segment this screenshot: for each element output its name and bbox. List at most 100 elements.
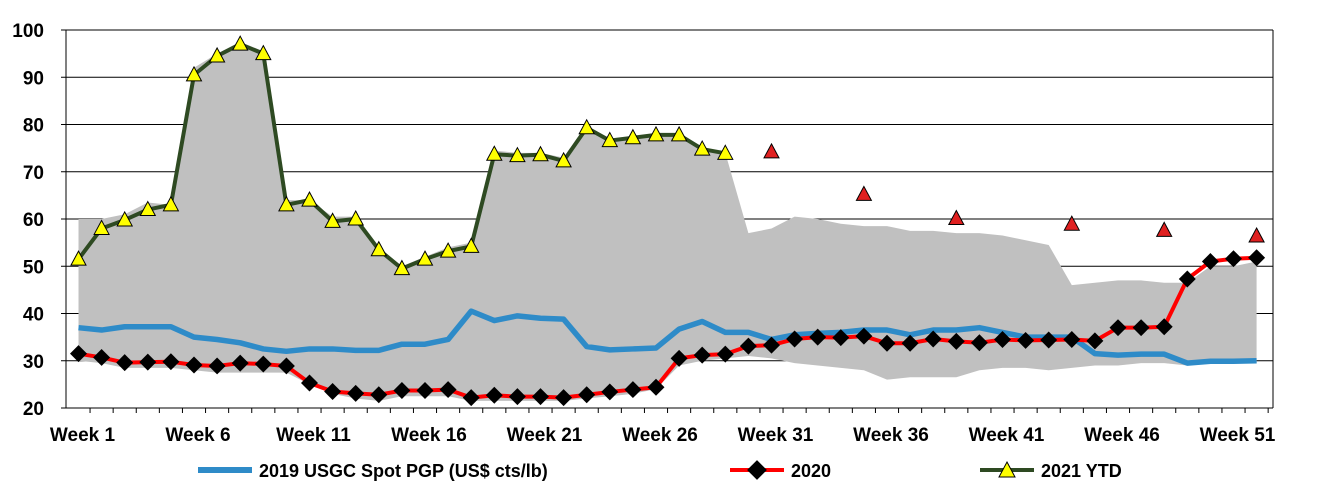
series-2021-point: [462, 237, 480, 253]
x-tick-label: Week 21: [507, 425, 583, 446]
series-sparse-point: [763, 142, 780, 159]
x-tick-label: Week 1: [50, 425, 116, 446]
series-2020-point: [93, 348, 111, 366]
x-tick-label: Week 46: [1084, 425, 1160, 446]
y-tick-label: 30: [23, 352, 44, 373]
series-2020-point: [878, 334, 896, 352]
series-2020-point: [301, 374, 318, 392]
series-2020-point: [970, 334, 988, 352]
series-layer: [70, 35, 1266, 407]
series-2020-point: [1225, 250, 1242, 268]
series-2020-point: [462, 389, 480, 407]
series-sparse-point: [1248, 226, 1265, 243]
series-2020: [70, 249, 1266, 407]
legend-item-2021: 2021 YTD: [980, 460, 1122, 481]
series-2021-point: [162, 195, 180, 212]
series-2021-point: [532, 145, 549, 162]
y-tick-label: 40: [23, 305, 44, 326]
series-2021-point: [254, 44, 272, 61]
x-tick-label: Week 6: [165, 425, 230, 446]
legend-item-2019: 2019 USGC Spot PGP (US$ cts/lb): [198, 461, 548, 481]
series-2020-point: [347, 384, 365, 402]
series-2020-point: [994, 331, 1011, 348]
series-2020-point: [739, 337, 757, 355]
series-2020-point: [532, 388, 549, 406]
series-2021-point: [70, 250, 87, 266]
series-2020-point: [809, 328, 827, 346]
y-tick-label: 90: [23, 68, 44, 89]
x-tick-label: Week 36: [853, 425, 929, 446]
legend: 2019 USGC Spot PGP (US$ cts/lb) 2020 202…: [198, 460, 1122, 481]
x-tick-label: Week 51: [1200, 425, 1276, 446]
series-2021-point: [139, 200, 157, 217]
series-2020-point: [693, 346, 711, 364]
series-2021-point: [670, 125, 688, 142]
series-2020-point: [185, 356, 203, 374]
series-sparse-point: [947, 209, 965, 226]
series-2020-point: [670, 349, 688, 367]
series-2021-point: [347, 209, 365, 226]
series-2020-point: [139, 353, 157, 371]
series-2021-point: [485, 145, 503, 161]
series-2020-point: [647, 378, 665, 396]
series-2021-point: [301, 191, 318, 207]
series-2020-point: [578, 386, 596, 404]
series-2020-point: [855, 327, 873, 345]
legend-item-2020: 2020: [730, 460, 831, 481]
series-2021: [70, 35, 734, 276]
y-tick-label: 70: [23, 163, 44, 184]
series-2021-point: [208, 46, 226, 63]
series-2021-point: [185, 65, 203, 82]
series-2021-point: [716, 144, 734, 160]
legend-label-2021: 2021 YTD: [1041, 461, 1122, 481]
legend-label-2020: 2020: [791, 461, 831, 481]
x-axis-ticks: Week 1 Week 6 Week 11 Week 16 Week 21 Week 26…: [50, 425, 1276, 446]
series-2019: [78, 308, 1257, 366]
series-2021-point: [278, 195, 295, 212]
range-band: [78, 41, 1257, 401]
series-2020-point: [116, 354, 134, 372]
series-sparse-point: [855, 185, 873, 201]
series-2021-point: [647, 125, 665, 142]
y-tick-label: 80: [23, 116, 44, 137]
y-tick-label: 50: [23, 257, 44, 278]
series-2020-point: [439, 381, 457, 399]
series-2020-point: [370, 386, 388, 404]
series-sparse-point: [1063, 215, 1081, 231]
series-2020-point: [70, 345, 87, 363]
series-2020-point: [231, 354, 249, 372]
series-2020-point: [924, 330, 942, 348]
series-2020-point: [277, 357, 295, 375]
series-2020-point: [947, 332, 965, 350]
series-2020-point: [416, 382, 434, 400]
y-tick-label: 100: [12, 21, 44, 42]
series-2020-point: [324, 382, 342, 400]
x-tick-label: Week 41: [969, 425, 1045, 446]
series-2020-point: [555, 389, 573, 407]
axes: [61, 29, 1274, 413]
series-2019-line: [78, 308, 1257, 366]
series-2021-point: [578, 118, 596, 135]
legend-marker-2020: [747, 460, 767, 480]
series-2021-point: [555, 151, 572, 168]
series-2020-line: [78, 255, 1257, 400]
series-2020-point: [485, 386, 503, 404]
series-2021-point: [601, 131, 619, 148]
series-2021-point: [416, 250, 434, 266]
series-2021-point: [231, 35, 249, 51]
series-2021-point: [439, 242, 457, 258]
x-tick-label: Week 11: [276, 425, 351, 446]
series-2021-point: [370, 240, 388, 257]
series-2021-point: [509, 146, 526, 163]
series-sparse: [763, 142, 1265, 243]
series-2020-point: [162, 353, 180, 371]
series-2020-point: [208, 357, 226, 375]
series-2021-point: [393, 259, 411, 276]
series-2020-point: [901, 334, 919, 352]
series-sparse-point: [1155, 221, 1173, 237]
y-axis-ticks: 20 30 40 50 60 70 80 90 100: [12, 21, 44, 420]
series-2020-point: [832, 329, 850, 347]
series-2021-point: [116, 210, 134, 227]
x-tick-label: Week 16: [391, 425, 467, 446]
